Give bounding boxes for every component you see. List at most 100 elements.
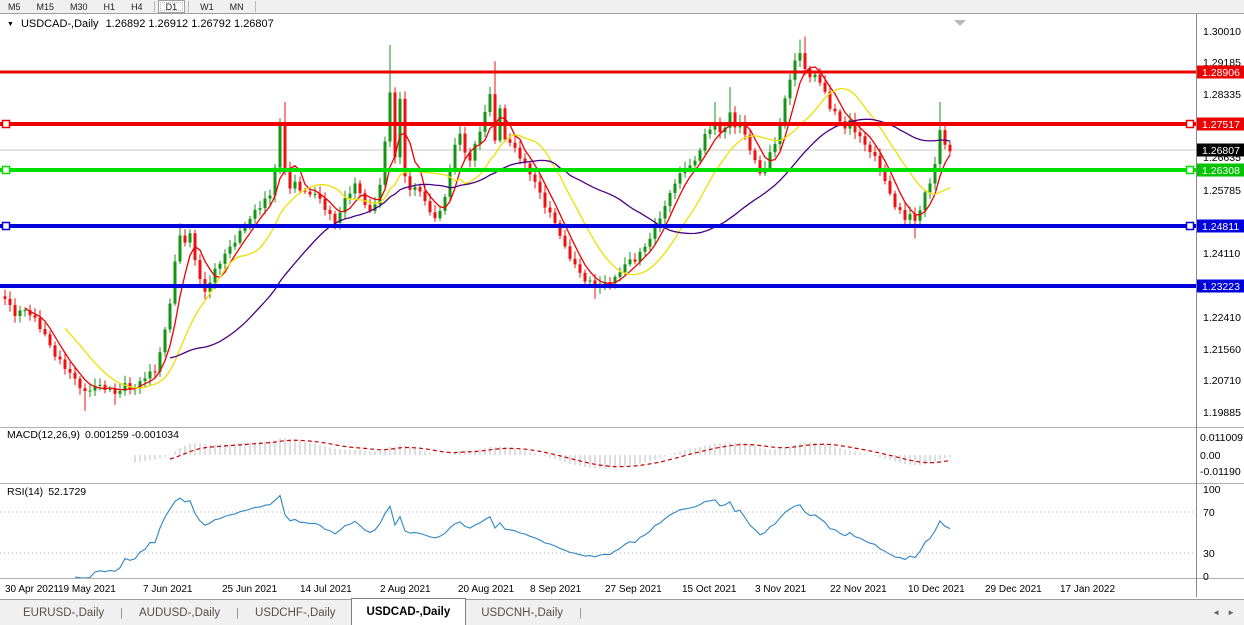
- price-tick: 1.19885: [1203, 407, 1241, 419]
- candle-bear: [423, 191, 427, 202]
- candle-bull: [218, 263, 222, 269]
- timeframe-button-w1[interactable]: W1: [200, 2, 214, 12]
- hline-handle[interactable]: [1185, 221, 1195, 231]
- candle-bull: [388, 92, 392, 142]
- price-tick: 1.20710: [1203, 375, 1241, 387]
- hline-handle[interactable]: [1, 221, 11, 231]
- candle-bull: [98, 384, 102, 386]
- candle-bear: [893, 193, 897, 208]
- candle-bear: [3, 296, 7, 299]
- date-tick: 7 Jun 2021: [143, 584, 193, 595]
- badge-bg: [1197, 117, 1244, 131]
- candle-bear: [308, 191, 312, 195]
- candle-bull: [798, 53, 802, 61]
- candle-bull: [793, 60, 797, 80]
- rsi-name: RSI(14): [7, 486, 44, 498]
- candle-bear: [153, 371, 157, 373]
- candle-bear: [318, 193, 322, 199]
- candle-bull: [678, 173, 682, 184]
- candle-bull: [448, 168, 452, 197]
- rsi-axis-tick: 100: [1203, 484, 1221, 496]
- candle-bear: [573, 258, 577, 265]
- candle-bull: [688, 165, 692, 170]
- hline-objects: [0, 70, 1196, 288]
- candle-bear: [748, 134, 752, 151]
- candle-bull: [933, 164, 937, 184]
- price-badge-1.26807: 1.26807: [1197, 143, 1244, 157]
- timeframe-button-m5[interactable]: M5: [8, 2, 21, 12]
- candle-bull: [373, 204, 377, 211]
- candle-bull: [923, 192, 927, 211]
- date-tick: 8 Sep 2021: [530, 584, 582, 595]
- candle-bear: [68, 368, 72, 373]
- candle-bear: [493, 94, 497, 141]
- candle-bear: [868, 144, 872, 152]
- candle-bear: [943, 130, 947, 145]
- candle-bear: [83, 388, 87, 392]
- candle-bull: [638, 251, 642, 262]
- tab-usdcnh[interactable]: USDCNH-,Daily: [481, 606, 564, 619]
- candle-bear: [198, 260, 202, 280]
- candle-bull: [278, 122, 282, 168]
- candle-bull: [703, 134, 707, 151]
- candle-bull: [443, 196, 447, 211]
- shift-marker-triangle[interactable]: [954, 20, 966, 26]
- symbol-tabbar: EURUSD-,Daily | AUDUSD-,Daily | USDCHF-,…: [0, 598, 1244, 625]
- price-badge-1.23223: 1.23223: [1197, 279, 1244, 293]
- candle-bear: [408, 176, 412, 190]
- timeframe-button-m15[interactable]: M15: [36, 2, 55, 12]
- tab-scroll-left-icon[interactable]: ◄: [1212, 608, 1221, 617]
- timeframe-button-d1[interactable]: D1: [157, 0, 186, 13]
- hline-handle[interactable]: [1185, 119, 1195, 129]
- badge-text: 1.26308: [1202, 165, 1240, 177]
- tab-eurusd[interactable]: EURUSD-,Daily: [23, 606, 105, 619]
- candle-bear: [828, 91, 832, 109]
- tab-usdcad-active[interactable]: USDCAD-,Daily: [350, 598, 467, 625]
- candle-bear: [78, 378, 82, 389]
- candle-bear: [303, 190, 307, 192]
- timeframe-button-h4[interactable]: H4: [131, 2, 143, 12]
- candle-bear: [758, 160, 762, 174]
- candle-bear: [73, 372, 77, 379]
- candle-bull: [783, 98, 787, 123]
- rsi-line: [74, 494, 951, 578]
- candle-bull: [623, 264, 627, 273]
- hline-handle[interactable]: [1, 119, 11, 129]
- candle-bull: [613, 276, 617, 284]
- candle-bear: [568, 246, 572, 259]
- candle-bear: [863, 136, 867, 145]
- candle-bull: [168, 303, 172, 330]
- candle-bull: [708, 129, 712, 135]
- collapse-triangle-icon[interactable]: ▼: [7, 20, 14, 28]
- candle-bull: [628, 259, 632, 265]
- candlestick-series: [3, 36, 952, 411]
- tab-usdchf[interactable]: USDCHF-,Daily: [255, 606, 336, 619]
- candle-bull: [293, 181, 297, 189]
- hline-handle[interactable]: [1185, 165, 1195, 175]
- timeframe-button-h1[interactable]: H1: [103, 2, 116, 12]
- tab-audusd[interactable]: AUDUSD-,Daily: [139, 606, 221, 619]
- candle-bull: [648, 238, 652, 247]
- candle-bear: [523, 158, 527, 164]
- candle-bull: [398, 98, 402, 158]
- candle-bear: [608, 282, 612, 284]
- candle-bear: [948, 144, 952, 152]
- candle-bull: [258, 208, 262, 210]
- candle-bull: [788, 79, 792, 99]
- timeframe-button-mn[interactable]: MN: [229, 2, 244, 12]
- price-badge-1.28906: 1.28906: [1197, 65, 1244, 79]
- candle-bear: [113, 388, 117, 394]
- tab-scroll-right-icon[interactable]: ►: [1227, 608, 1235, 617]
- candle-bull: [413, 186, 417, 190]
- candle-bull: [123, 383, 127, 392]
- badge-text: 1.27517: [1202, 119, 1240, 131]
- candle-bull: [488, 94, 492, 113]
- date-tick: 29 Dec 2021: [985, 584, 1042, 595]
- price-badge-1.24811: 1.24811: [1197, 219, 1244, 233]
- hline-handle[interactable]: [1, 165, 11, 175]
- timeframe-button-m30[interactable]: M30: [70, 2, 88, 12]
- candle-bear: [128, 383, 132, 389]
- price-tick: 1.24110: [1203, 248, 1240, 260]
